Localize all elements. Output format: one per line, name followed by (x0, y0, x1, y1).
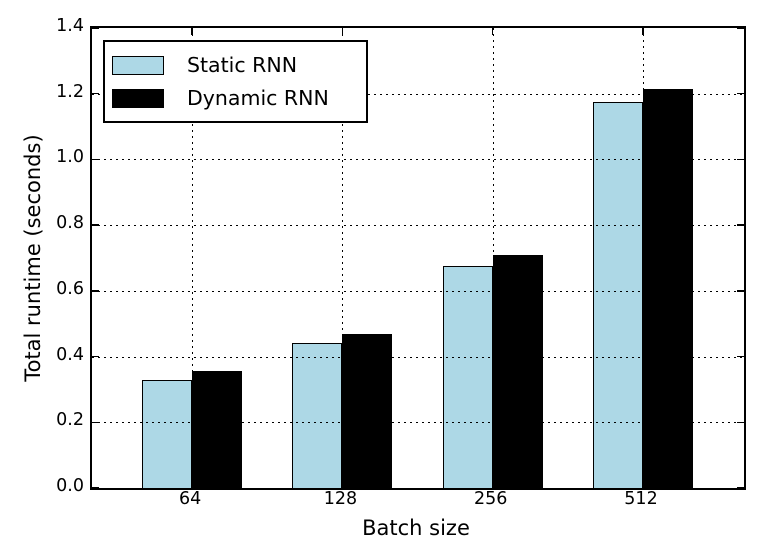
y-tick-mark (737, 92, 744, 95)
x-axis-label: Batch size (362, 516, 470, 540)
x-tick-label: 256 (474, 489, 508, 509)
y-tick-mark (737, 421, 744, 424)
y-tick-mark (92, 487, 99, 489)
h-gridline (92, 422, 744, 424)
y-tick-label: 0.6 (56, 278, 84, 299)
h-gridline (92, 290, 744, 292)
y-tick-mark (92, 27, 99, 29)
gridlines-layer (92, 28, 744, 488)
y-tick-label: 0.0 (56, 476, 84, 496)
bar-dynamic-rnn-128 (342, 333, 393, 488)
y-tick-label: 0.8 (56, 213, 84, 234)
y-tick-label: 0.2 (56, 410, 84, 431)
y-tick-mark (737, 355, 744, 358)
legend-item-static-rnn: Static RNN (105, 53, 366, 77)
legend-swatch-dynamic-rnn (112, 88, 164, 108)
x-tick-mark (191, 28, 193, 35)
x-tick-label: 64 (179, 489, 202, 509)
y-tick-label: 1.2 (56, 81, 84, 102)
x-tick-label: 512 (624, 489, 658, 509)
x-tick-mark (642, 481, 644, 488)
x-tick-label: 128 (323, 489, 358, 509)
x-tick-mark (642, 28, 644, 35)
v-gridline (643, 28, 644, 488)
x-tick-mark (491, 481, 494, 488)
bar-static-rnn-128 (292, 343, 343, 488)
y-tick-mark (737, 487, 744, 489)
h-gridline (92, 356, 744, 358)
v-gridline (492, 28, 494, 488)
y-tick-mark (737, 224, 744, 226)
h-gridline (92, 159, 744, 161)
y-tick-label: 0.4 (56, 344, 84, 365)
y-tick-mark (92, 290, 99, 292)
bar-dynamic-rnn-256 (492, 254, 543, 488)
legend-swatch-static-rnn (112, 55, 164, 75)
y-tick-mark (92, 158, 99, 161)
y-tick-mark (92, 224, 99, 226)
y-axis-label: Total runtime (seconds) (21, 134, 45, 382)
bars-layer (92, 28, 744, 488)
v-gridline (192, 28, 194, 488)
plot-area (90, 26, 746, 490)
x-tick-mark (341, 28, 344, 35)
bar-dynamic-rnn-64 (192, 371, 243, 488)
h-gridline (92, 225, 744, 227)
x-tick-mark (491, 28, 494, 35)
legend-item-dynamic-rnn: Dynamic RNN (105, 86, 366, 110)
y-tick-mark (92, 92, 99, 95)
y-tick-mark (92, 421, 99, 424)
bar-dynamic-rnn-512 (643, 88, 693, 488)
legend: Static RNN Dynamic RNN (103, 40, 368, 123)
y-tick-label: 1.0 (56, 147, 84, 168)
y-tick-mark (737, 290, 744, 292)
bar-static-rnn-64 (142, 379, 193, 488)
y-tick-mark (92, 355, 99, 358)
v-gridline (342, 28, 344, 488)
legend-label: Static RNN (187, 53, 298, 77)
h-gridline (92, 93, 744, 95)
axis-ticks-layer (92, 27, 744, 489)
x-tick-mark (341, 481, 344, 488)
y-tick-mark (737, 27, 744, 29)
bar-static-rnn-512 (593, 101, 643, 488)
y-tick-label: 1.4 (56, 16, 84, 36)
x-tick-mark (191, 481, 193, 488)
y-tick-mark (737, 158, 744, 161)
bar-static-rnn-256 (442, 266, 493, 488)
legend-label: Dynamic RNN (187, 86, 329, 110)
